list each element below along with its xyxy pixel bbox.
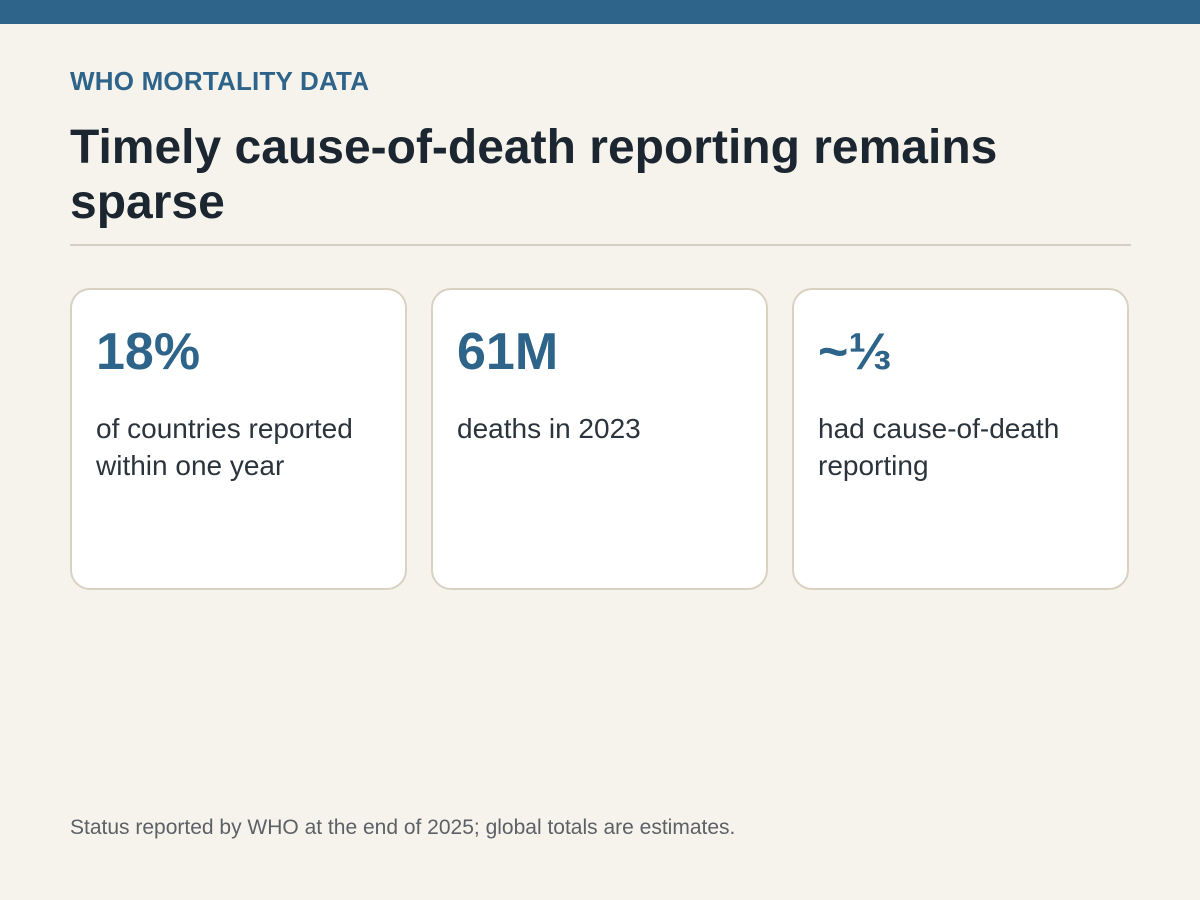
page-title: Timely cause-of-death reporting remains …: [70, 121, 998, 229]
eyebrow-label: WHO MORTALITY DATA: [70, 66, 370, 96]
stat-value: ~⅓: [818, 323, 892, 381]
stat-card-reporting-share: 18% of countries reported within one yea…: [70, 288, 407, 590]
stat-label: had cause-of-death reporting: [818, 413, 1060, 481]
stat-value: 18%: [96, 323, 201, 381]
stat-card-cause-of-death: ~⅓ had cause-of-death reporting: [792, 288, 1129, 590]
stat-value: 61M: [457, 323, 559, 381]
stat-label: deaths in 2023: [457, 413, 641, 444]
title-divider: [70, 244, 1131, 246]
stat-card-deaths: 61M deaths in 2023: [431, 288, 768, 590]
footnote: Status reported by WHO at the end of 202…: [70, 816, 736, 839]
top-accent-bar: [0, 0, 1200, 24]
stat-cards: 18% of countries reported within one yea…: [70, 288, 1129, 590]
stat-label: of countries reported within one year: [96, 413, 353, 481]
